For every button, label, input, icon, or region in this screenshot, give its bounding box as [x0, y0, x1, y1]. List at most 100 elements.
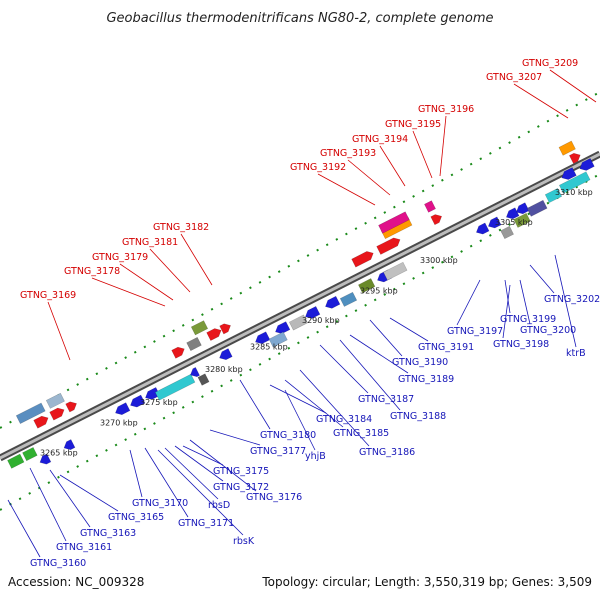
gene-35	[339, 291, 358, 307]
scale-tick-9: 3310 kbp	[555, 188, 593, 197]
gene-label-gtng_3192: GTNG_3192	[290, 162, 346, 173]
gene-labels: GTNG_3169 GTNG_3178 GTNG_3179 GTNG_3181 GTNG…	[20, 58, 600, 569]
gene-13	[378, 211, 410, 234]
gene-label-gtng_3194: GTNG_3194	[352, 134, 408, 145]
leader-bottom-7	[164, 447, 219, 500]
leader-bottom-15	[284, 379, 344, 428]
gene-18	[7, 453, 25, 469]
gene-0	[15, 402, 46, 424]
leader-bottom-12	[239, 379, 271, 430]
gene-10	[351, 251, 374, 268]
gene-label-rbsk: rbsK	[233, 536, 255, 547]
gene-33	[305, 306, 321, 319]
gene-4	[65, 401, 77, 413]
scale-tick-4: 3285 kbp	[250, 342, 288, 351]
leader-bottom-22	[456, 279, 481, 326]
gene-label-ktrb: ktrB	[566, 348, 586, 359]
gene-label-gtng_3193: GTNG_3193	[320, 148, 376, 159]
leader-bottom-8	[174, 445, 224, 482]
gene-label-gtng_3181: GTNG_3181	[122, 237, 178, 248]
gene-3	[49, 407, 65, 421]
gene-41	[505, 207, 520, 220]
gene-39	[475, 222, 490, 235]
gene-label-gtng_3180: GTNG_3180	[260, 430, 316, 441]
gene-7	[190, 320, 209, 336]
scale-tick-5: 3290 kbp	[302, 316, 340, 325]
leader-bottom-2	[49, 469, 91, 528]
gene-31	[288, 314, 308, 331]
leader-bottom-26	[529, 264, 555, 294]
scale-tick-0: 3265 kbp	[40, 449, 78, 458]
leader-top-7	[379, 145, 406, 187]
scale-tick-1: 3270 kbp	[100, 418, 138, 427]
gene-8	[206, 328, 222, 341]
gene-label-gtng_3184: GTNG_3184	[316, 414, 372, 425]
gene-label-gtng_3197: GTNG_3197	[447, 326, 503, 337]
gene-label-gtng_3170: GTNG_3170	[132, 498, 188, 509]
gene-20	[39, 453, 52, 465]
gene-1	[45, 392, 65, 409]
leader-bottom-27	[554, 254, 577, 348]
gene-38	[383, 261, 408, 281]
gene-label-gtng_3187: GTNG_3187	[358, 394, 414, 405]
gene-label-gtng_3163: GTNG_3163	[80, 528, 136, 539]
gene-label-gtng_3196: GTNG_3196	[418, 104, 474, 115]
gene-label-gtng_3179: GTNG_3179	[92, 252, 148, 263]
gene-26	[190, 367, 200, 377]
dotted-track-lower	[0, 173, 600, 511]
dotted-track-upper	[0, 91, 600, 429]
leader-top-0	[47, 301, 71, 361]
leader-bottom-1	[29, 467, 67, 542]
gene-30	[275, 321, 291, 334]
leader-top-10	[513, 83, 569, 119]
leader-bottom-11	[209, 429, 261, 446]
leader-bottom-14	[269, 384, 327, 414]
gene-16	[558, 140, 576, 156]
gene-15	[424, 200, 436, 213]
gene-label-gtng_3207: GTNG_3207	[486, 72, 542, 83]
leader-bottom-4	[129, 449, 143, 498]
leader-bottom-3	[59, 474, 119, 512]
leader-bottom-17	[319, 344, 369, 394]
leader-top-1	[91, 277, 166, 307]
gene-label-gtng_3190: GTNG_3190	[392, 357, 448, 368]
leader-bottom-0	[7, 499, 41, 558]
gene-label-gtng_3175: GTNG_3175	[213, 466, 269, 477]
leader-bottom-6	[157, 449, 244, 536]
gene-label-gtng_3165: GTNG_3165	[108, 512, 164, 523]
gene-label-gtng_3185: GTNG_3185	[333, 428, 389, 439]
gene-6	[186, 336, 202, 352]
leader-top-3	[149, 248, 191, 293]
scale-tick-7: 3300 kbp	[420, 256, 458, 265]
gene-label-gtng_3199: GTNG_3199	[500, 314, 556, 325]
scale-ticks: 3265 kbp 3270 kbp 3275 kbp 3280 kbp 3285 kbp…	[40, 188, 593, 458]
leader-top-2	[119, 263, 174, 301]
gene-46	[544, 187, 563, 204]
gene-48	[561, 167, 577, 180]
gene-label-gtng_3191: GTNG_3191	[418, 342, 474, 353]
label-leader-lines	[7, 69, 597, 558]
gene-label-yhjb: yhjB	[305, 451, 326, 462]
gene-27	[197, 373, 210, 386]
gene-36	[358, 278, 376, 294]
gene-2	[33, 415, 49, 429]
gene-9	[219, 323, 231, 335]
leader-bottom-21	[389, 317, 429, 342]
gene-25	[154, 373, 196, 401]
gene-24	[145, 387, 161, 400]
gene-label-gtng_3198: GTNG_3198	[493, 339, 549, 350]
gene-label-gtng_3176: GTNG_3176	[246, 492, 302, 503]
gene-49	[579, 158, 595, 171]
genome-backbone	[0, 150, 600, 462]
leader-bottom-16	[299, 369, 370, 447]
gene-label-gtng_3161: GTNG_3161	[56, 542, 112, 553]
leader-bottom-13	[284, 389, 316, 451]
gene-44	[513, 212, 531, 228]
gene-track	[7, 140, 595, 469]
genome-stats-text: Topology: circular; Length: 3,550,319 bp…	[261, 575, 592, 589]
gene-label-gtng_3169: GTNG_3169	[20, 290, 76, 301]
gene-47	[558, 171, 591, 194]
gene-label-gtng_3188: GTNG_3188	[390, 411, 446, 422]
leader-bottom-9	[182, 445, 224, 466]
gene-label-gtng_3195: GTNG_3195	[385, 119, 441, 130]
